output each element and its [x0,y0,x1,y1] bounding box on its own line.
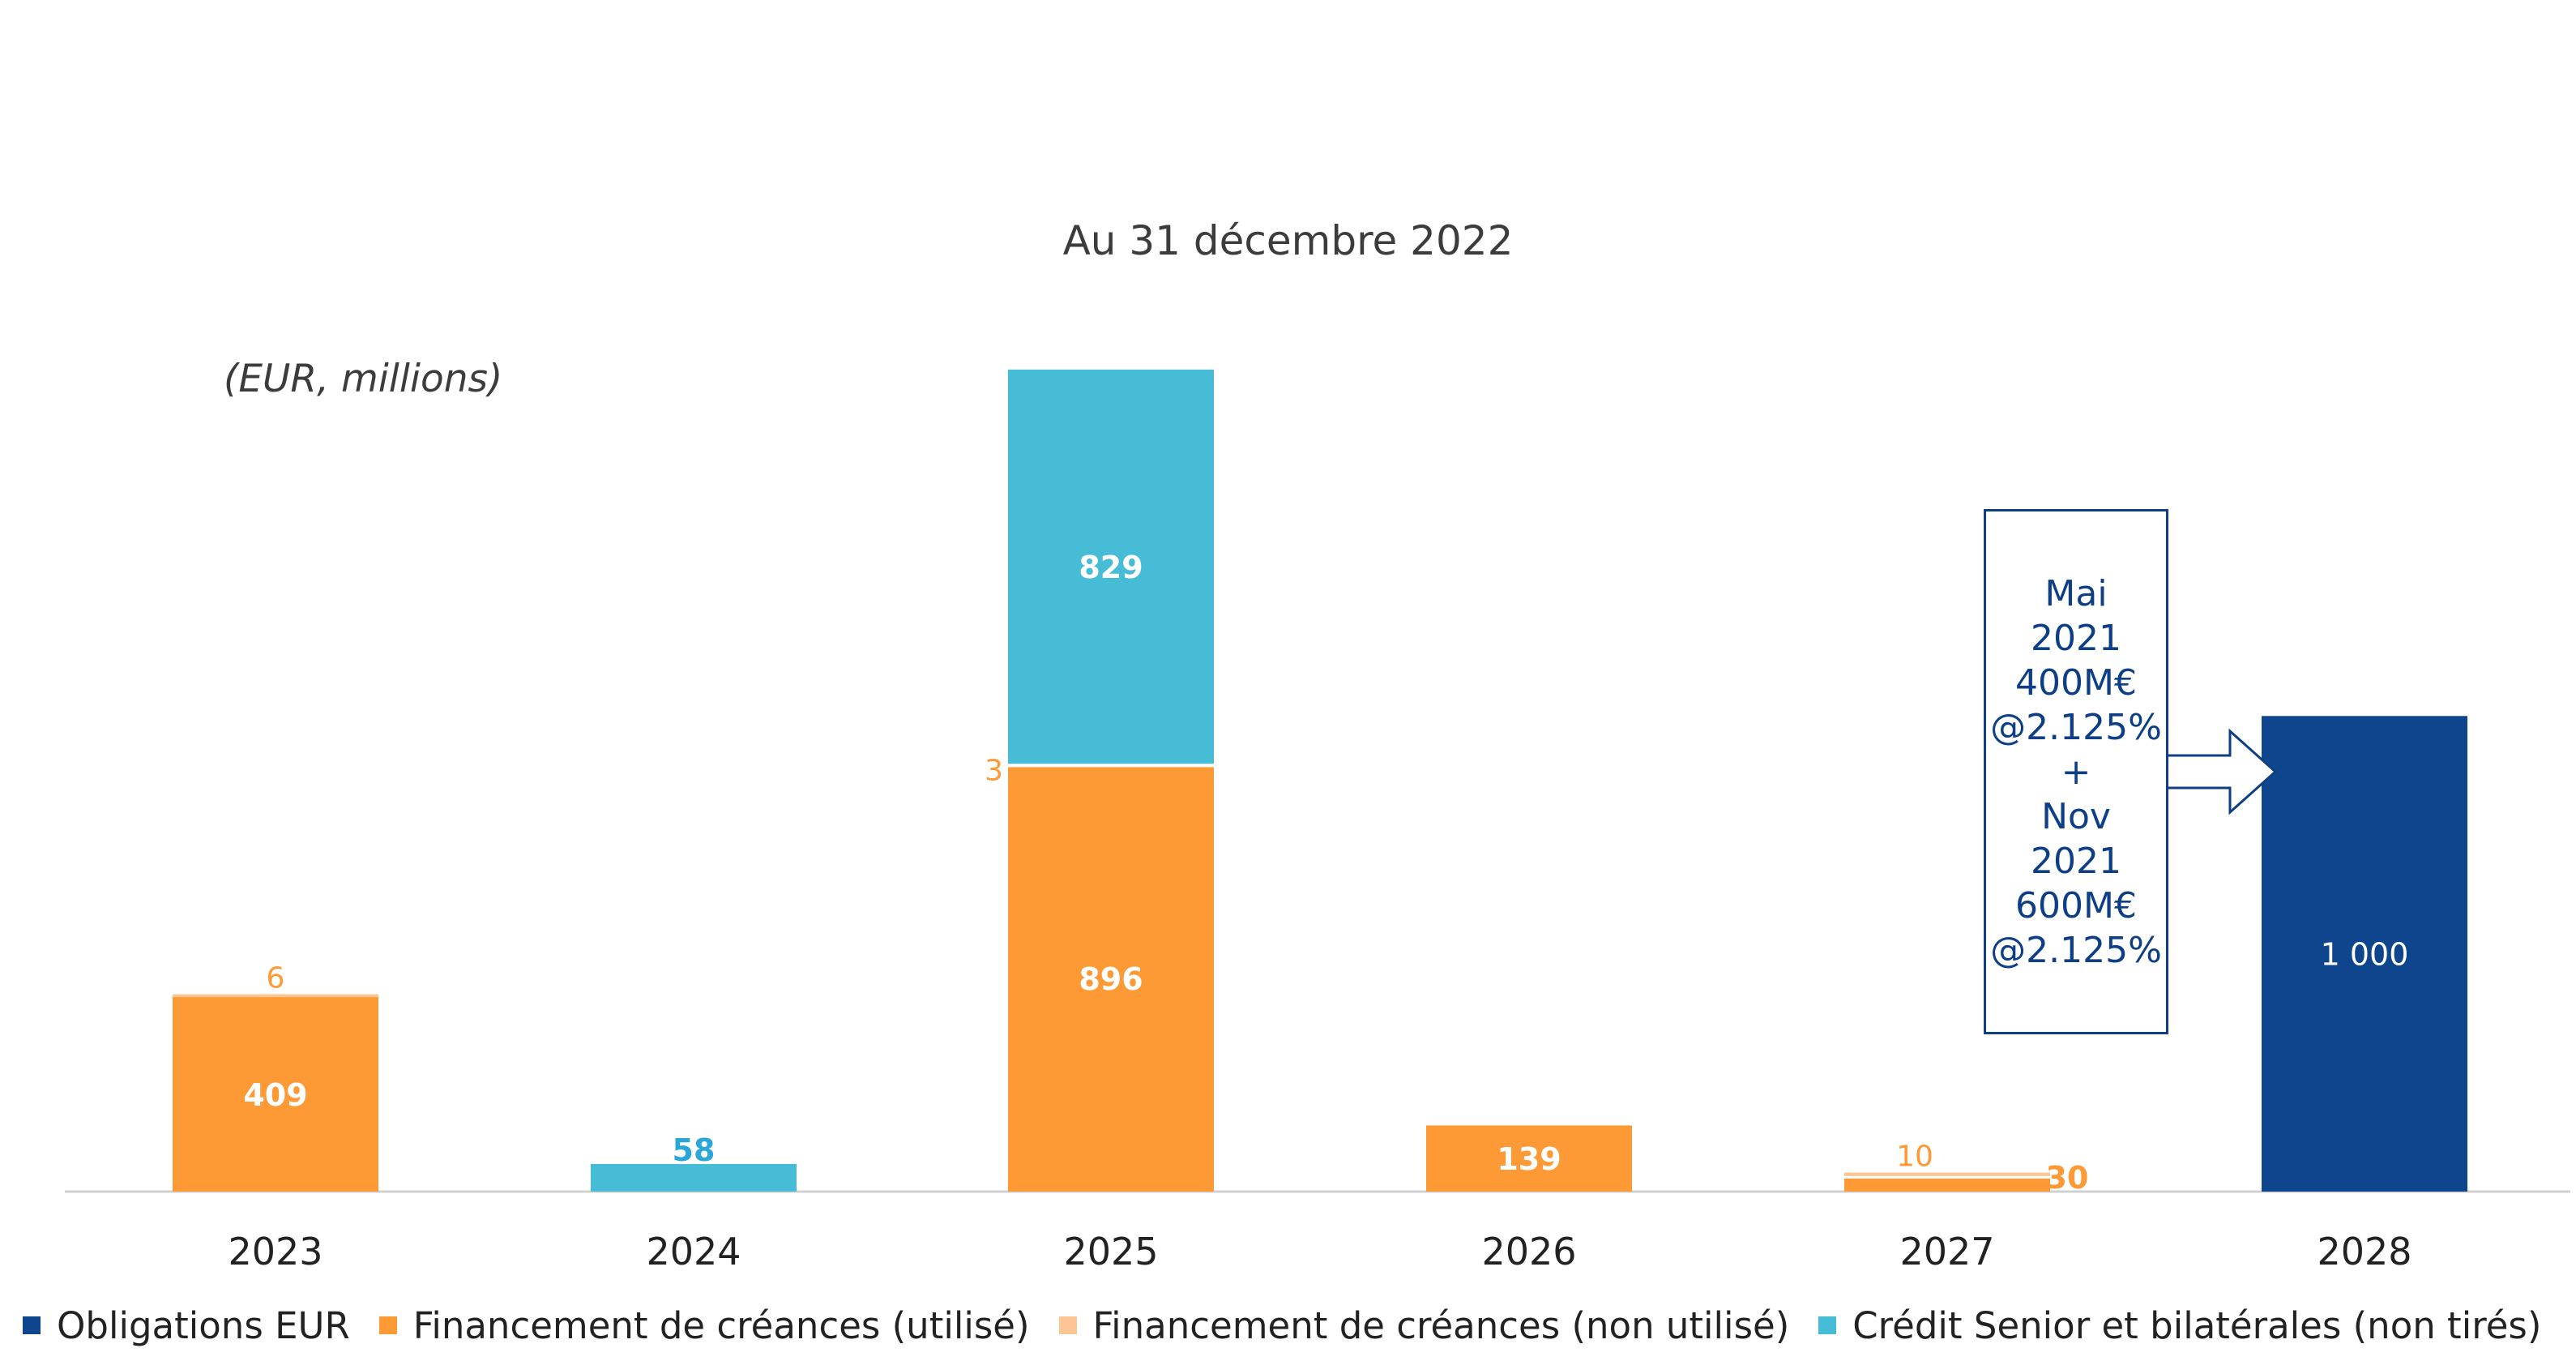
x-tick-label-2027: 2027 [1899,1230,1994,1273]
bar-financement-utilise-2026 [1426,1125,1632,1192]
chart-title: Au 31 décembre 2022 [1062,217,1514,264]
legend-swatch [1058,1316,1077,1334]
x-tick-label-2024: 2024 [646,1230,741,1273]
legend-item: Financement de créances (utilisé) [378,1303,1030,1347]
data-label-financement-non-utilise-2023: 6 [267,962,285,995]
legend-item: Obligations EUR [23,1304,350,1347]
legend-label: Obligations EUR [57,1303,350,1347]
callout-line: 400M€ [2015,661,2137,704]
callout-line: 2021 [2031,617,2121,659]
bar-financement-utilise-2025 [1008,765,1214,1192]
legend-swatch [378,1316,397,1334]
data-label-financement-non-utilise-2027: 10 [1896,1141,1933,1174]
legend-label: Financement de créances (non utilisé) [1092,1303,1790,1347]
callout-line: 2021 [2031,840,2121,882]
callout-box: Mai 2021 400M€ @2.125% + Nov 2021 600M€ @2.125% [1984,509,2168,1034]
bar-credit-senior-2024 [591,1163,797,1192]
legend-item: Financement de créances (non utilisé) [1058,1303,1790,1347]
unit-label: (EUR, millions) [224,357,503,401]
legend-item: Crédit Senior et bilatérales (non tirés) [1818,1304,2541,1347]
x-tick-label-2023: 2023 [228,1230,323,1273]
data-label-obligations-2028: 1 000 [2321,937,2409,973]
data-label-financement-utilise-2025: 896 [1079,961,1143,997]
bar-obligations-2028 [2262,716,2467,1192]
data-label-financement-utilise-2026: 139 [1497,1141,1561,1177]
legend: Obligations EUR Financement de créances (… [23,1297,2541,1354]
legend-label: Financement de créances (utilisé) [412,1303,1030,1347]
bar-financement-non-utilise-2023 [173,994,378,998]
data-label-credit-senior-2024: 58 [673,1132,716,1168]
x-tick-label-2026: 2026 [1481,1230,1576,1273]
callout-line: @2.125% [1990,929,2162,971]
callout-arrow [2168,728,2278,815]
data-label-financement-utilise-2023: 409 [243,1077,307,1113]
bar-financement-utilise-2023 [173,997,378,1192]
x-tick-label-2025: 2025 [1063,1230,1158,1273]
callout-line: @2.125% [1990,706,2162,748]
bar-credit-senior-2025 [1008,369,1214,764]
callout-line: Mai [2044,572,2108,614]
data-label-credit-senior-2025: 829 [1079,550,1143,585]
data-label-financement-non-utilise-2025: 3 [985,754,1003,787]
callout-line: + [2061,751,2091,793]
legend-swatch [23,1316,41,1334]
legend-swatch [1818,1316,1837,1334]
callout-line: 600M€ [2015,884,2137,927]
x-tick-label-2028: 2028 [2317,1230,2412,1273]
callout-line: Nov [2041,795,2111,837]
bar-financement-utilise-2027 [1844,1177,2050,1192]
data-label-financement-utilise-2027: 30 [2046,1160,2089,1196]
bar-financement-non-utilise-2027 [1844,1172,2050,1178]
legend-label: Crédit Senior et bilatérales (non tirés) [1852,1303,2542,1347]
